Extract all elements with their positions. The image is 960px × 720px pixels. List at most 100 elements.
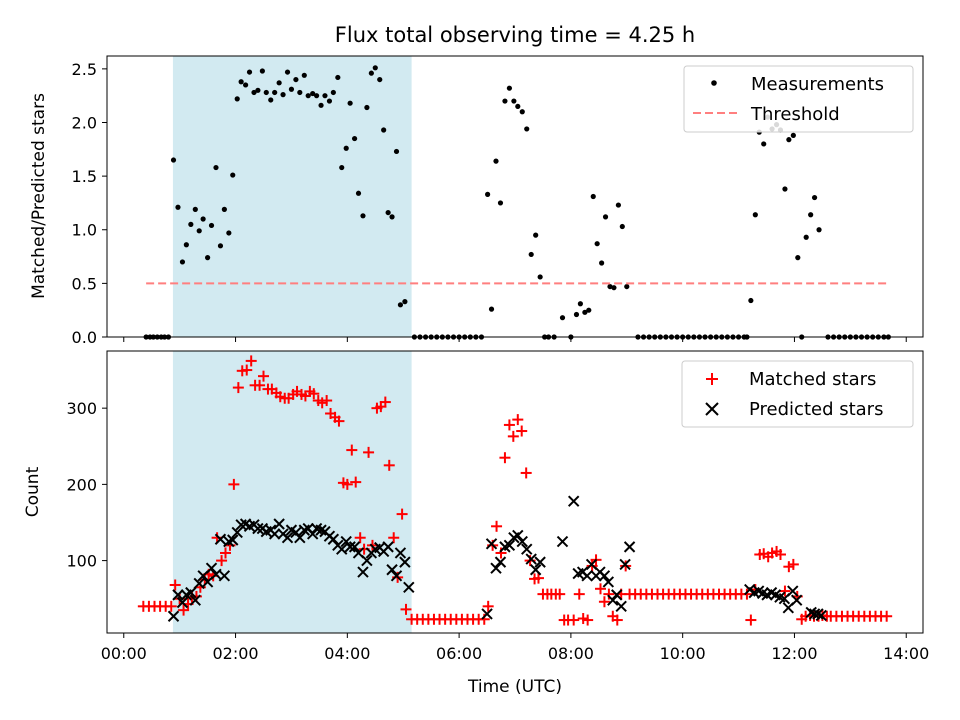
predicted-stars-point: [185, 586, 197, 599]
measurement-point: [234, 96, 240, 102]
matched-stars-point: [363, 446, 375, 458]
x-axis-label: Time (UTC): [467, 677, 562, 697]
top-axes-frame: [106, 55, 924, 338]
matched-stars-point: [503, 419, 515, 431]
bottom-legend: Matched stars Predicted stars: [681, 360, 914, 428]
predicted-stars-point: [529, 564, 542, 576]
matched-stars-point: [598, 596, 610, 608]
measurement-point: [377, 76, 383, 83]
matched-stars-point: [495, 547, 507, 559]
x-tick-label: 02:00: [212, 644, 258, 663]
measurement-point: [196, 228, 202, 234]
measurement-point: [519, 109, 525, 115]
predicted-stars-point: [567, 495, 580, 507]
predicted-stars-point: [490, 562, 502, 574]
top-panel: 0.0 0.5 1.0 1.5 2.0 2.5 Matched/Predicted sta…: [29, 55, 924, 347]
predicted-stars-point: [611, 589, 623, 601]
x-tick-label: 00:00: [101, 644, 147, 663]
matched-stars-point: [881, 610, 893, 622]
matched-stars-point: [241, 364, 253, 376]
predicted-stars-point: [306, 528, 319, 540]
predicted-stars-point: [503, 539, 516, 552]
measurement-point: [502, 98, 508, 104]
legend-measurements-marker: [711, 80, 717, 86]
measurement-point: [397, 302, 404, 308]
legend-matched-label: Matched stars: [749, 369, 876, 390]
measurement-point: [368, 70, 374, 76]
measurement-point: [786, 137, 792, 143]
matched-stars-point: [400, 603, 412, 615]
matched-stars-point: [595, 583, 607, 595]
predicted-stars-point: [494, 556, 507, 568]
bottom-panel: 00:00 02:00 04:00 06:00 08:00 10:00 12:00 14:00…: [23, 350, 929, 697]
measurement-point: [615, 202, 621, 208]
predicted-stars-point: [252, 522, 264, 535]
measurement-point: [335, 74, 341, 81]
matched-stars-point: [245, 355, 257, 367]
measurement-point: [226, 230, 232, 236]
matched-stars-point: [254, 379, 266, 391]
measurement-point: [188, 221, 194, 227]
measurement-point: [485, 191, 491, 197]
measurement-point: [213, 164, 219, 171]
matched-stars-point: [520, 467, 532, 479]
predicted-stars-point: [598, 570, 611, 582]
predicted-stars-point: [403, 581, 415, 593]
measurement-point: [238, 79, 244, 85]
bottom-y-tick-label: 200: [66, 475, 97, 494]
predicted-stars-point: [602, 576, 615, 588]
matched-stars-point: [228, 478, 240, 490]
measurement-point: [402, 299, 408, 305]
measurement-point: [310, 90, 316, 97]
matched-stars-point: [774, 548, 786, 560]
predicted-stars-point: [615, 600, 627, 613]
measurement-point: [330, 89, 336, 96]
measurement-point: [230, 172, 236, 178]
measurement-point: [200, 216, 206, 222]
matched-stars-point: [507, 430, 519, 442]
matched-stars-point: [379, 396, 391, 408]
matched-stars-point: [568, 614, 580, 626]
predicted-stars-point: [512, 529, 524, 542]
measurement-point: [268, 97, 274, 103]
predicted-stars-point: [167, 610, 180, 622]
measurement-point: [364, 104, 370, 111]
measurement-point: [284, 69, 291, 75]
matched-stars-point: [383, 459, 395, 471]
predicted-stars-point: [382, 541, 394, 553]
measurement-point: [208, 222, 215, 229]
predicted-stars-point: [357, 566, 369, 578]
bottom-y-axis-label: Count: [23, 466, 43, 517]
matched-stars-point: [745, 614, 757, 626]
bottom-y-tick-label: 100: [66, 552, 97, 571]
predicted-stars-point: [485, 538, 498, 550]
predicted-stars-point: [525, 553, 537, 565]
observing-window-shade: [172, 56, 412, 337]
measurement-point: [355, 190, 362, 196]
measurement-point: [590, 193, 596, 200]
matched-stars-point: [532, 572, 544, 584]
predicted-stars-point: [348, 541, 361, 553]
matched-stars-point: [169, 579, 181, 591]
matched-stars-point: [216, 555, 228, 567]
measurement-point: [243, 82, 249, 88]
measurement-point: [251, 89, 257, 96]
predicted-stars-point: [327, 533, 340, 545]
measurement-point: [808, 212, 814, 218]
predicted-stars-point: [516, 535, 528, 548]
predicted-stars-point: [787, 585, 799, 597]
predicted-stars-point: [227, 534, 239, 546]
measurement-point: [497, 200, 504, 206]
legend-matched-marker: [706, 373, 718, 385]
predicted-stars-point: [481, 608, 493, 620]
measurement-point: [533, 232, 539, 238]
matched-stars-point: [165, 600, 177, 612]
measurement-point: [192, 206, 198, 212]
measurement-point: [389, 214, 395, 220]
top-legend-box: [683, 65, 914, 133]
measurement-point: [170, 157, 177, 163]
predicted-stars-point: [607, 594, 619, 606]
measurement-point: [255, 87, 261, 93]
matched-stars-point: [346, 444, 358, 456]
